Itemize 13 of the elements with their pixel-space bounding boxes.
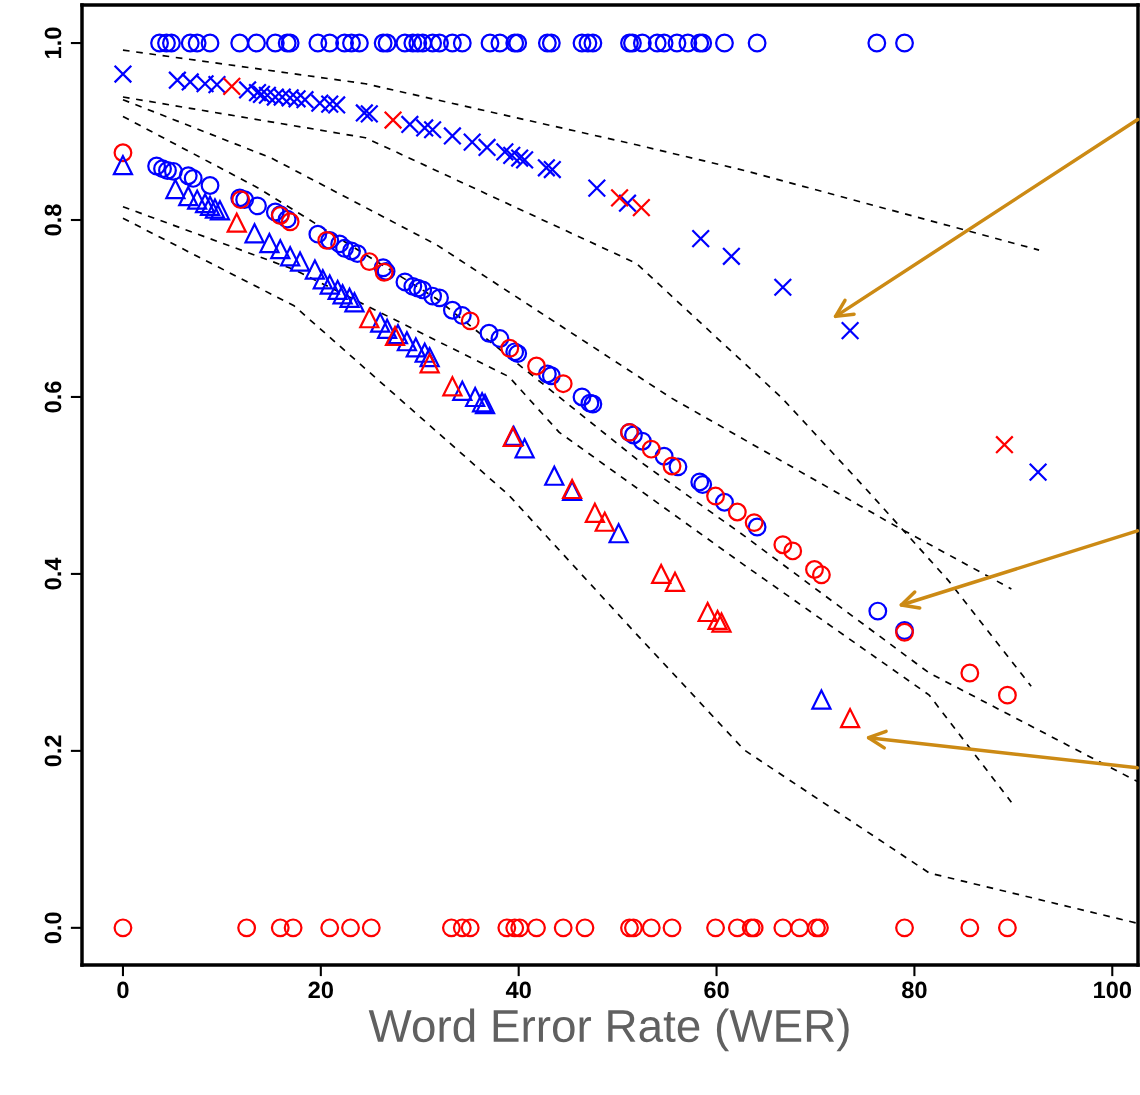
x-tick-label: 80 (902, 981, 927, 999)
x-tick-label: 20 (308, 981, 333, 999)
y-tick-label: 0.6 (44, 381, 62, 413)
x-tick-label: 100 (1094, 981, 1132, 999)
y-tick-label: 0.0 (44, 912, 62, 944)
x-tick-label: 40 (505, 981, 531, 999)
x-tick-label: 60 (704, 981, 729, 999)
y-tick-label: 0.2 (44, 735, 62, 767)
x-axis-title: Word Error Rate (WER) (368, 1008, 849, 1052)
x-tick-label: 0 (117, 981, 129, 999)
y-tick-label: 0.8 (44, 204, 62, 236)
y-tick-label: 1.0 (44, 27, 62, 58)
y-tick-label: 0.4 (44, 557, 62, 590)
